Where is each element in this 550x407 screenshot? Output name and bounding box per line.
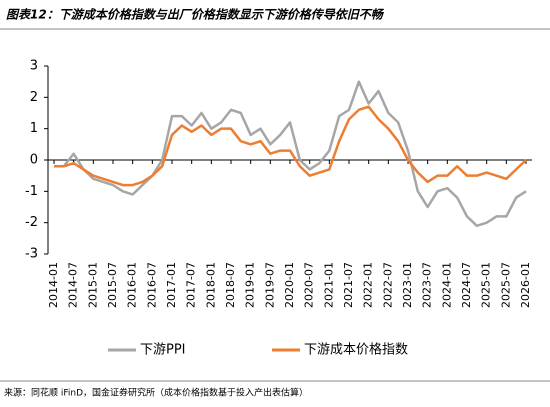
x-tick-label: 2022-07 — [381, 262, 394, 308]
x-tick-label: 2014-07 — [67, 262, 80, 308]
x-tick-label: 2025-07 — [499, 262, 512, 308]
y-tick-label: -3 — [25, 247, 38, 262]
x-tick-label: 2019-07 — [263, 262, 276, 308]
x-tick-label: 2020-01 — [283, 262, 296, 308]
x-tick-label: 2015-07 — [106, 262, 119, 308]
x-tick-label: 2017-01 — [165, 262, 178, 308]
y-tick-label: -2 — [25, 215, 38, 230]
x-tick-label: 2016-07 — [145, 262, 158, 308]
series-line — [54, 80, 527, 228]
x-tick-label: 2023-01 — [401, 262, 414, 308]
y-tick-label: 3 — [30, 59, 38, 74]
x-tick-label: 2026-01 — [519, 262, 532, 308]
source-note: 来源：同花顺 iFinD，国金证券研究所（成本价格指数基于投入产出表估算） — [4, 387, 308, 399]
x-tick-label: 2019-01 — [244, 262, 257, 308]
x-tick-label: 2015-01 — [86, 262, 99, 308]
y-tick-label: 0 — [30, 153, 38, 168]
y-tick-label: 2 — [30, 90, 38, 105]
x-tick-label: 2016-01 — [126, 262, 139, 308]
legend-label: 下游PPI — [140, 343, 186, 358]
chart-title: 图表12：下游成本价格指数与出厂价格指数显示下游价格传导依旧不畅 — [6, 8, 385, 22]
x-tick-label: 2018-01 — [204, 262, 217, 308]
x-tick-label: 2024-01 — [440, 262, 453, 308]
series-line — [54, 105, 527, 187]
x-tick-label: 2025-01 — [480, 262, 493, 308]
y-tick-label: -1 — [25, 184, 38, 199]
x-tick-label: 2014-01 — [47, 262, 60, 308]
x-tick-label: 2022-01 — [362, 262, 375, 308]
y-tick-label: 1 — [30, 121, 38, 136]
legend-label: 下游成本价格指数 — [304, 342, 408, 358]
x-tick-label: 2024-07 — [460, 262, 473, 308]
x-tick-label: 2018-07 — [224, 262, 237, 308]
x-tick-label: 2023-07 — [421, 262, 434, 308]
x-tick-label: 2017-07 — [185, 262, 198, 308]
x-tick-label: 2021-01 — [322, 262, 335, 308]
x-tick-label: 2020-07 — [303, 262, 316, 308]
x-tick-label: 2021-07 — [342, 262, 355, 308]
